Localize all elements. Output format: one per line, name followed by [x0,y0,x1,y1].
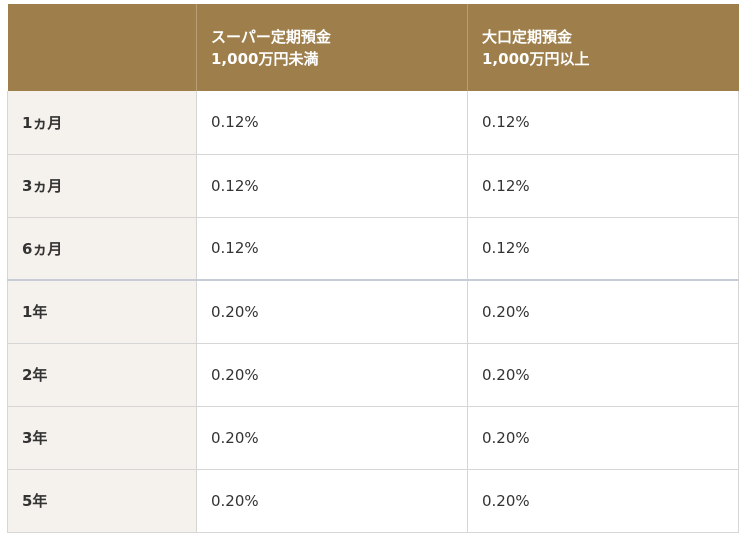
table-row: 6ヵ月 0.12% 0.12% [7,217,739,281]
super-rate-cell: 0.20% [196,343,468,407]
table-row: 3年 0.20% 0.20% [7,406,739,470]
header-super-deposit-range: 1,000万円未満 [211,49,319,68]
header-large-deposit-title: 大口定期預金 [482,27,573,46]
super-rate-cell: 0.12% [196,91,468,155]
large-rate-cell: 0.20% [467,406,739,470]
table-header-row: スーパー定期預金 1,000万円未満 大口定期預金 1,000万円以上 [7,4,739,91]
term-cell: 3ヵ月 [7,154,197,218]
large-rate-cell: 0.12% [467,217,739,281]
large-rate-cell: 0.12% [467,154,739,218]
super-rate-cell: 0.12% [196,154,468,218]
table-row: 2年 0.20% 0.20% [7,343,739,407]
table-row: 1ヵ月 0.12% 0.12% [7,91,739,155]
super-rate-cell: 0.20% [196,406,468,470]
term-cell: 3年 [7,406,197,470]
super-rate-cell: 0.20% [196,280,468,344]
term-cell: 2年 [7,343,197,407]
header-large-deposit: 大口定期預金 1,000万円以上 [467,4,739,91]
super-rate-cell: 0.20% [196,469,468,533]
header-super-deposit: スーパー定期預金 1,000万円未満 [196,4,468,91]
header-term-column [7,4,197,91]
large-rate-cell: 0.20% [467,343,739,407]
large-rate-cell: 0.20% [467,469,739,533]
header-large-deposit-range: 1,000万円以上 [482,49,590,68]
table-row: 5年 0.20% 0.20% [7,469,739,533]
super-rate-cell: 0.12% [196,217,468,281]
term-cell: 1ヵ月 [7,91,197,155]
large-rate-cell: 0.12% [467,91,739,155]
term-cell: 6ヵ月 [7,217,197,281]
deposit-rate-table: スーパー定期預金 1,000万円未満 大口定期預金 1,000万円以上 1ヵ月 … [7,4,739,533]
table-row: 1年 0.20% 0.20% [7,280,739,344]
table-row: 3ヵ月 0.12% 0.12% [7,154,739,218]
term-cell: 1年 [7,280,197,344]
large-rate-cell: 0.20% [467,280,739,344]
term-cell: 5年 [7,469,197,533]
header-super-deposit-title: スーパー定期預金 [211,27,331,46]
